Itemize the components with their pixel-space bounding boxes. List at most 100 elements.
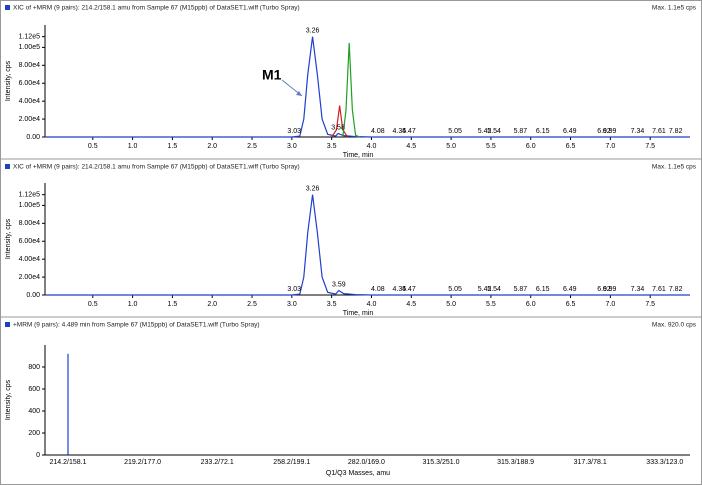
peak-label: 4.35	[393, 128, 407, 135]
peak-label: 6.49	[563, 286, 577, 293]
peak-label: 3.58	[331, 124, 345, 131]
x-axis-label: Time, min	[343, 152, 374, 159]
x-tick-label: 0.5	[88, 301, 98, 308]
panel-icon	[5, 5, 10, 10]
x-tick-label: 3.0	[287, 301, 297, 308]
peak-label: 5.87	[514, 286, 528, 293]
peak-label: 4.08	[371, 128, 385, 135]
peak-label: 7.82	[669, 128, 683, 135]
x-tick-label: 233.2/72.1	[201, 459, 234, 466]
peak-label: 5.05	[448, 128, 462, 135]
peak-label: 6.15	[536, 128, 550, 135]
panel-title: +MRM (9 pairs): 4.489 min from Sample 67…	[13, 322, 260, 329]
y-axis-label: Intensity, cps	[5, 379, 12, 420]
annotation: M1	[262, 67, 282, 83]
panel-max: Max. 1.1e5 cps	[652, 164, 697, 171]
x-tick-label: 6.5	[566, 143, 576, 150]
y-tick-label: 6.00e4	[19, 238, 41, 245]
peak-label: 5.87	[514, 128, 528, 135]
peak-label: 5.42	[478, 286, 492, 293]
trace-line	[45, 194, 690, 296]
y-tick-label: 4.00e4	[19, 256, 41, 263]
x-tick-label: 5.0	[446, 143, 456, 150]
peak-label: 7.61	[652, 128, 666, 135]
trace-line	[342, 42, 360, 138]
x-tick-label: 4.0	[367, 301, 377, 308]
x-tick-label: 6.5	[566, 301, 576, 308]
y-tick-label: 2.00e4	[19, 116, 41, 123]
x-axis-label: Q1/Q3 Masses, amu	[326, 470, 390, 477]
x-tick-label: 3.5	[327, 143, 337, 150]
x-tick-label: 3.5	[327, 301, 337, 308]
y-tick-label: 1.12e5	[19, 33, 41, 40]
x-tick-label: 258.2/199.1	[273, 459, 310, 466]
y-tick-label: 8.00e4	[19, 62, 41, 69]
y-tick-label: 1.00e5	[19, 202, 41, 209]
x-tick-label: 0.5	[88, 143, 98, 150]
peak-label: 7.34	[631, 286, 645, 293]
bar	[67, 353, 69, 455]
panel-title: XIC of +MRM (9 pairs): 214.2/158.1 amu f…	[13, 5, 300, 12]
y-tick-label: 0.00	[26, 292, 40, 299]
y-tick-label: 600	[28, 386, 40, 393]
peak-label: 4.47	[402, 286, 416, 293]
peak-label: 7.34	[631, 128, 645, 135]
y-axis-label: Intensity, cps	[5, 60, 12, 101]
y-axis-label: Intensity, cps	[5, 218, 12, 259]
y-tick-label: 8.00e4	[19, 220, 41, 227]
x-tick-label: 4.0	[367, 143, 377, 150]
peak-label: 5.42	[478, 128, 492, 135]
x-tick-label: 2.0	[207, 143, 217, 150]
peak-label: 3.59	[332, 281, 346, 288]
x-tick-label: 214.2/158.1	[50, 459, 87, 466]
peak-label: 3.26	[306, 27, 320, 34]
x-tick-label: 1.5	[168, 143, 178, 150]
panel-max: Max. 1.1e5 cps	[652, 5, 697, 12]
peak-label: 4.08	[371, 286, 385, 293]
panel-max: Max. 920.0 cps	[652, 322, 697, 329]
peak-label: 6.49	[563, 128, 577, 135]
x-tick-label: 315.3/188.9	[497, 459, 534, 466]
peak-label: 6.99	[603, 286, 617, 293]
x-tick-label: 2.5	[247, 143, 257, 150]
peak-label: 5.05	[448, 286, 462, 293]
x-axis-label: Time, min	[343, 310, 374, 317]
x-tick-label: 315.3/251.0	[423, 459, 460, 466]
x-tick-label: 4.5	[406, 143, 416, 150]
peak-label: 5.54	[487, 128, 501, 135]
y-tick-label: 6.00e4	[19, 80, 41, 87]
trace-line	[331, 105, 349, 138]
x-tick-label: 7.0	[606, 143, 616, 150]
panel-icon	[5, 164, 10, 169]
y-tick-label: 800	[28, 364, 40, 371]
x-tick-label: 5.0	[446, 301, 456, 308]
x-tick-label: 333.3/123.0	[646, 459, 683, 466]
peak-label: 3.03	[287, 128, 301, 135]
y-tick-label: 2.00e4	[19, 274, 41, 281]
x-tick-label: 7.5	[645, 143, 655, 150]
y-tick-label: 0.00	[26, 134, 40, 141]
y-tick-label: 1.00e5	[19, 44, 41, 51]
annotation-arrowhead	[296, 91, 302, 96]
peak-label: 4.35	[393, 286, 407, 293]
x-tick-label: 2.0	[207, 301, 217, 308]
y-tick-label: 4.00e4	[19, 98, 41, 105]
y-tick-label: 1.12e5	[19, 191, 41, 198]
x-tick-label: 1.0	[128, 143, 138, 150]
x-tick-label: 5.5	[486, 301, 496, 308]
x-tick-label: 5.5	[486, 143, 496, 150]
peak-label: 3.03	[287, 286, 301, 293]
peak-label: 5.54	[487, 286, 501, 293]
peak-label: 6.15	[536, 286, 550, 293]
y-tick-label: 0	[36, 452, 40, 459]
x-tick-label: 317.3/78.1	[574, 459, 607, 466]
peak-label: 7.61	[652, 286, 666, 293]
x-tick-label: 282.0/169.0	[348, 459, 385, 466]
x-tick-label: 3.0	[287, 143, 297, 150]
peak-label: 3.26	[306, 185, 320, 192]
panel-icon	[5, 322, 10, 327]
x-tick-label: 6.0	[526, 143, 536, 150]
x-tick-label: 4.5	[406, 301, 416, 308]
x-tick-label: 219.2/177.0	[124, 459, 161, 466]
